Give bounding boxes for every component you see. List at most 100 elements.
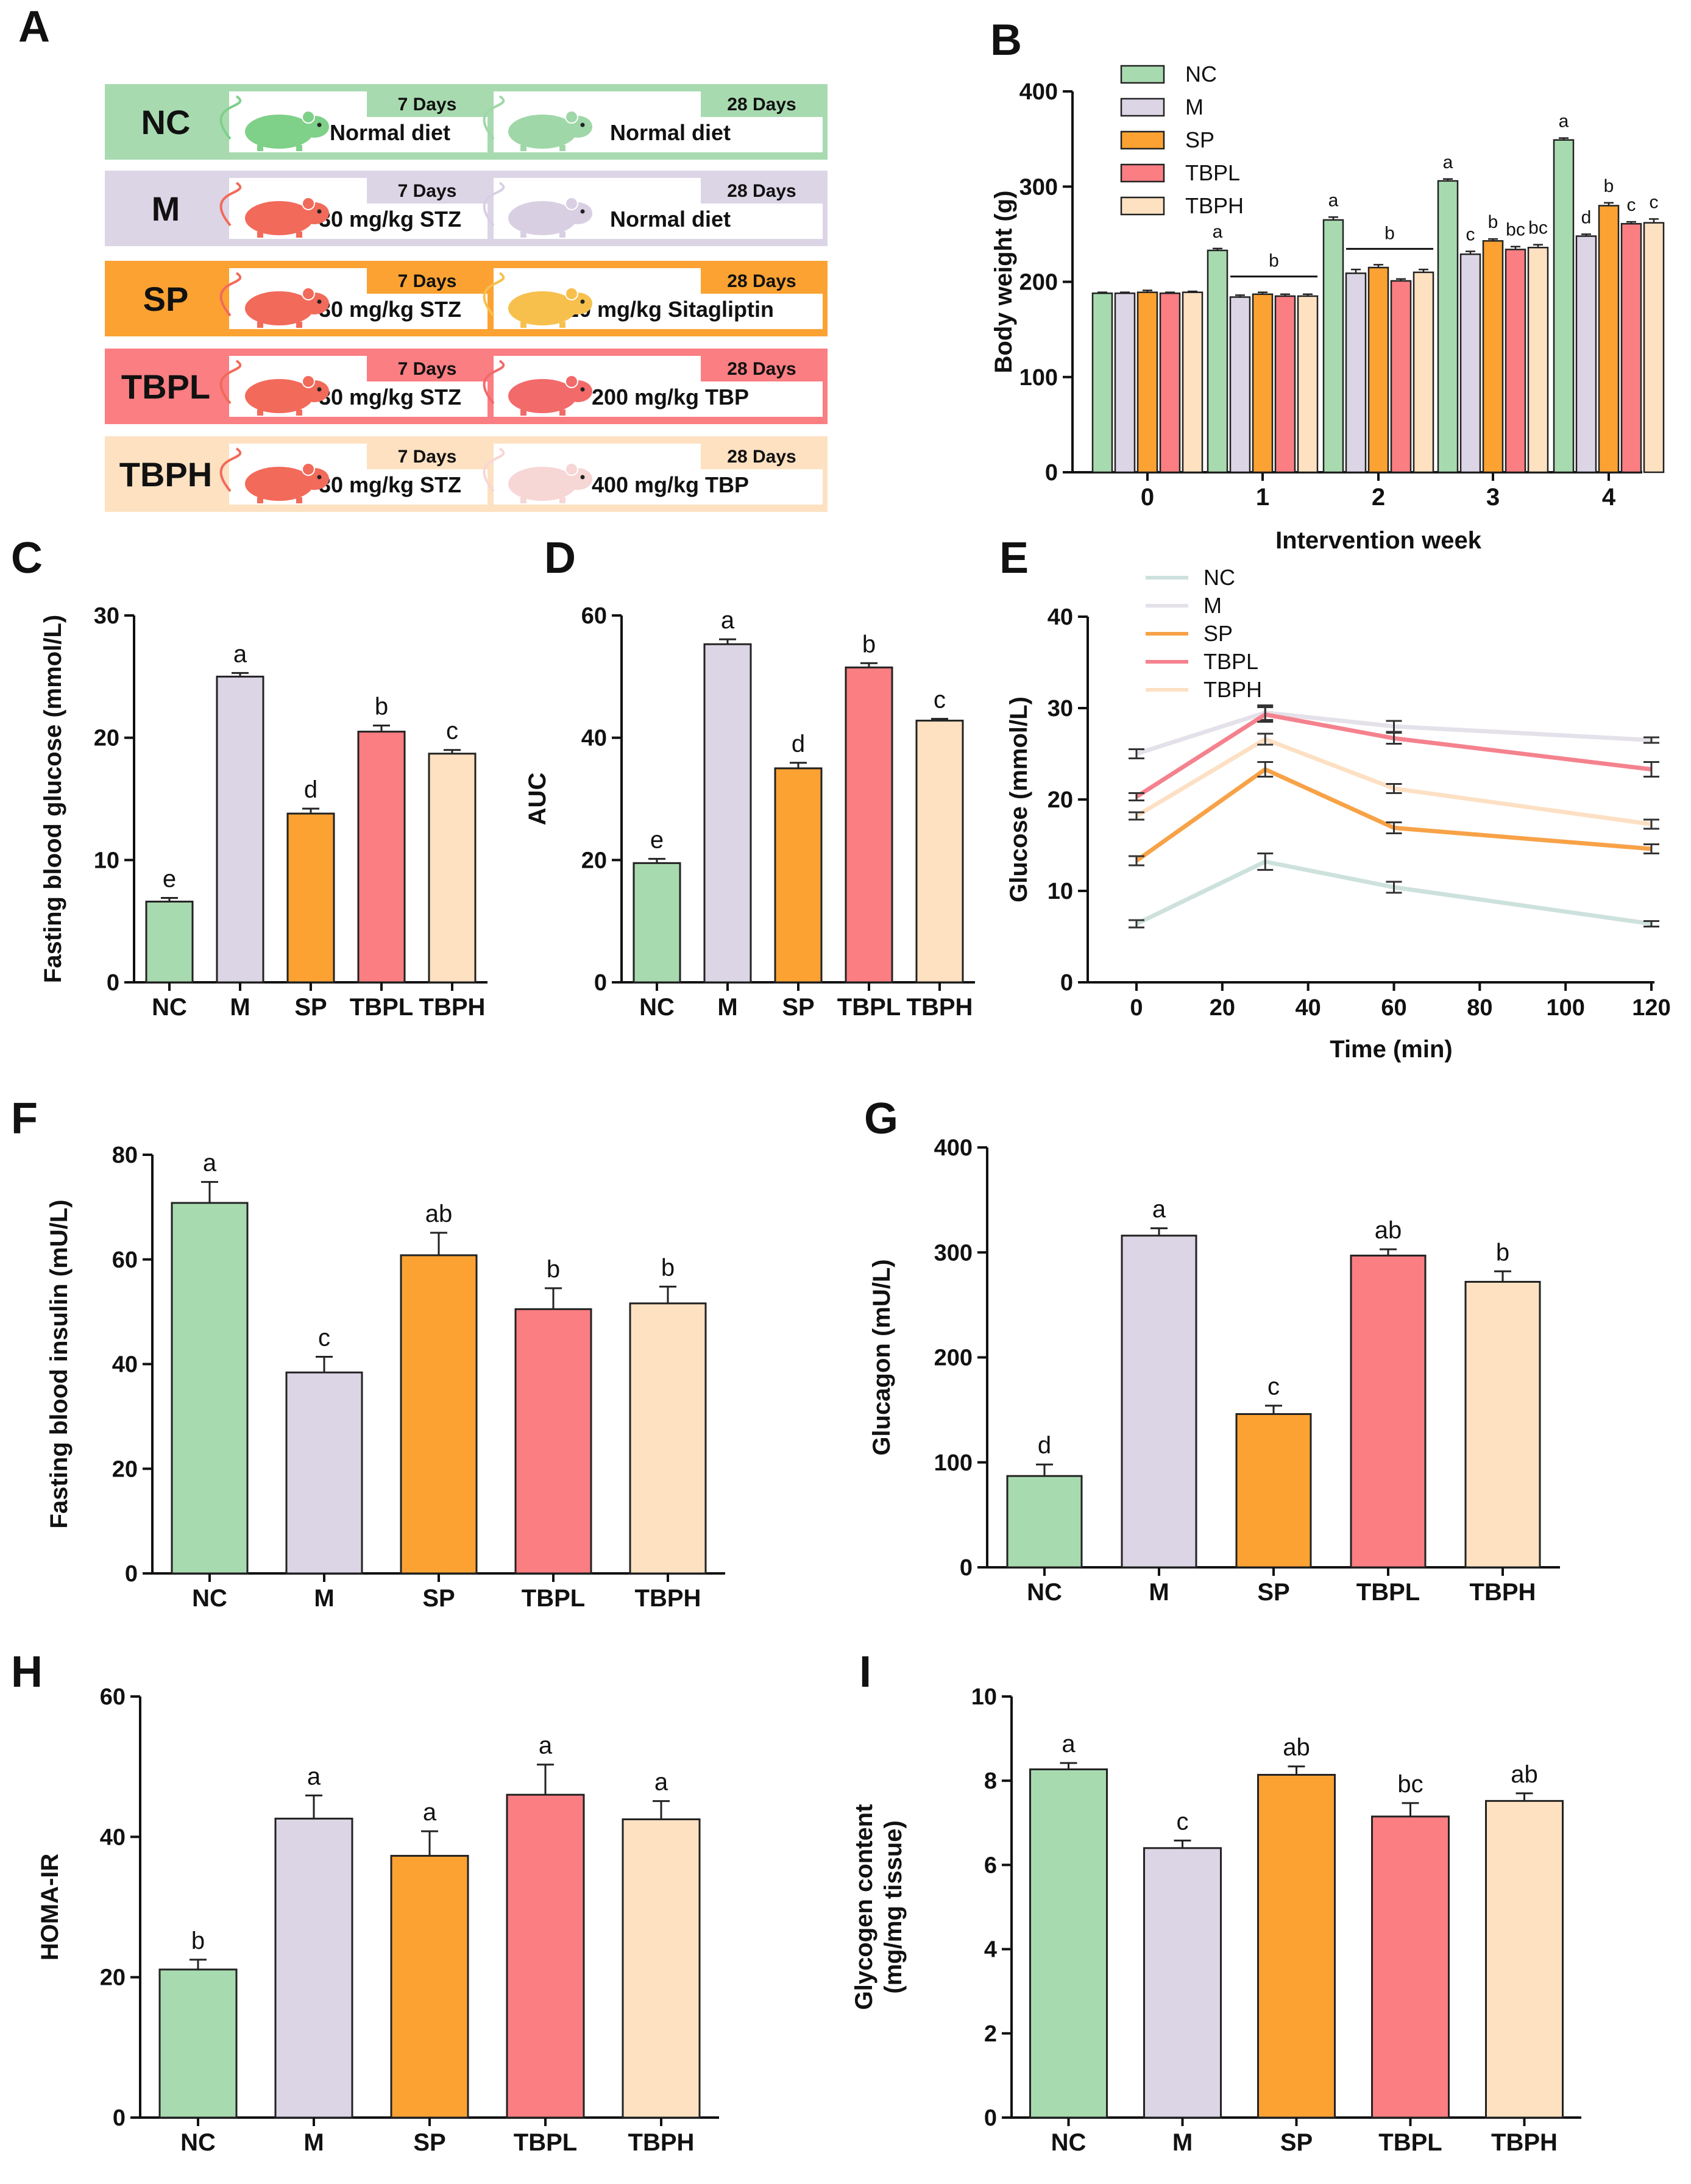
chart-f-y-tick-label: 0	[125, 1561, 138, 1587]
legend-swatch-nc	[1120, 65, 1165, 84]
design-row-nc: NC 7 Days 28 Days Normal diet Normal diet	[105, 84, 828, 160]
x-tick-label-nc: NC	[180, 2129, 216, 2156]
legend-swatch-m	[1120, 98, 1165, 117]
x-tick-label-tbpl: TBPL	[350, 994, 413, 1021]
mouse-tail	[219, 447, 242, 492]
mouse-leg	[559, 497, 565, 503]
panel-label-f: F	[11, 1094, 38, 1143]
chart-c-y-tick-label: 0	[107, 970, 119, 996]
mouse-body	[245, 291, 313, 325]
x-tick-label-m: M	[303, 2129, 324, 2156]
significance-label-nc-week-1: a	[1213, 222, 1223, 242]
bar-tbph-week-3	[1527, 247, 1549, 473]
chart-e: 0 20 40 60 80 100 120 NC M SP TBPL TBPH Time (min)	[1088, 565, 1671, 1063]
design-phase1-treatment: 30 mg/kg STZ	[319, 297, 461, 322]
legend-swatch-tbpl	[1120, 163, 1165, 183]
x-tick-label-nc: NC	[639, 994, 675, 1021]
mouse-ear	[565, 110, 578, 124]
chart-f-y-axis: 0 20 40 60 80	[112, 1143, 154, 1587]
chart-d: NC e Ma SP d TBPL b TBPH c	[622, 607, 975, 1021]
bar-nc-week-1	[1207, 249, 1228, 473]
bar-nc	[171, 1202, 249, 1575]
significance-label-tbpl: b	[547, 1256, 560, 1283]
bar-sp	[774, 767, 823, 984]
legend-label-tbph: TBPH	[1185, 193, 1244, 218]
x-tick-label-week-2: 2	[1372, 484, 1385, 511]
chart-d-y-axis: 0 20 40 60	[581, 603, 623, 996]
mouse-leg	[559, 410, 565, 416]
bar-m	[285, 1371, 363, 1575]
x-tick-label-m: M	[717, 994, 737, 1021]
bar-nc-week-0	[1091, 292, 1113, 473]
significance-label-m-week-3: c	[1466, 225, 1475, 245]
mouse-icon	[483, 360, 592, 416]
mouse-leg	[559, 145, 565, 151]
significance-label-tbpl: bc	[1397, 1771, 1423, 1798]
series-line-nc	[1135, 859, 1652, 926]
significance-label-sp-week-3: b	[1488, 212, 1498, 232]
mouse-icon	[483, 182, 592, 238]
x-tick-label-tbpl: TBPL	[837, 994, 901, 1021]
series-line-tbph	[1135, 737, 1652, 826]
chart-h-y-axis-title: HOMA-IR	[37, 1854, 63, 1961]
series-line-m	[1135, 711, 1652, 756]
x-tick-label-week-3: 3	[1486, 484, 1500, 511]
significance-label-tbph: ab	[1511, 1761, 1538, 1788]
chart-c-y-tick-label: 30	[94, 603, 119, 629]
chart-d-y-tick-label: 20	[581, 848, 607, 873]
chart-b-y-tick-label: 300	[1019, 174, 1058, 200]
panel-label-e: E	[999, 534, 1029, 583]
chart-b-y-axis-title: Body weight (g)	[990, 191, 1017, 374]
mouse-ear	[565, 197, 578, 210]
significance-label-nc: a	[203, 1150, 217, 1177]
chart-h-y-axis: 0 20 40 60	[100, 1684, 141, 2131]
mouse-leg	[520, 232, 526, 238]
bar-tbph	[1485, 1799, 1564, 2119]
mouse-body	[508, 291, 576, 325]
chart-f-y-tick-label: 20	[112, 1456, 138, 1482]
chart-i-y-axis-title-line2: (mg/mg tissue)	[880, 1820, 907, 1993]
bar-tbph-week-2	[1413, 271, 1434, 473]
mouse-icon	[219, 447, 329, 503]
mouse-body	[508, 201, 576, 235]
legend-swatch-tbph	[1120, 196, 1165, 216]
significance-label-m: a	[721, 607, 735, 634]
panel-label-i: I	[859, 1648, 871, 1696]
chart-i-y-axis: 0 2 4 6 8 10	[971, 1684, 1013, 2131]
mouse-eye	[317, 299, 322, 304]
x-tick-label: 80	[1467, 995, 1492, 1021]
x-tick-label-sp: SP	[1280, 2129, 1313, 2156]
chart-d-y-tick-label: 0	[594, 970, 607, 996]
mouse-tail	[219, 272, 242, 317]
bar-sp	[286, 812, 335, 984]
mouse-icon	[483, 272, 592, 328]
mouse-tail	[483, 95, 505, 140]
x-tick-label-nc: NC	[192, 1585, 227, 1612]
design-phase1-tag	[367, 91, 487, 117]
mouse-ear	[302, 375, 315, 388]
significance-label-nc-week-4: a	[1559, 112, 1569, 132]
bar-tbpl	[1371, 1815, 1450, 2119]
significance-label-m: a	[1152, 1196, 1166, 1223]
mouse-tail	[219, 360, 242, 405]
bar-tbpl-week-4	[1620, 222, 1642, 473]
mouse-tail	[219, 182, 242, 227]
chart-i: NC a Mc SP ab TBPL bc TBPH ab Glycogen content (mg…	[851, 1731, 1581, 2156]
mouse-tail	[219, 95, 242, 140]
mouse-icon	[219, 95, 329, 151]
legend-label-sp: SP	[1185, 127, 1214, 152]
mouse-leg	[520, 410, 526, 416]
significance-label-tbph-week-3: bc	[1528, 218, 1548, 238]
x-tick-label-tbpl: TBPL	[1378, 2129, 1442, 2156]
design-phase1-duration: 7 Days	[398, 94, 457, 115]
design-phase1-tag	[367, 356, 487, 381]
chart-g-y-axis-title: Glucagon (mU/L)	[868, 1259, 895, 1455]
chart-b-y-tick-label: 100	[1019, 365, 1058, 391]
chart-h: NC b Ma SP a TBPL a TBPH a	[140, 1732, 719, 2156]
significance-label-nc: b	[191, 1927, 205, 1954]
significance-label-m: c	[1177, 1808, 1189, 1835]
bar-m-week-4	[1575, 235, 1597, 473]
mouse-leg	[257, 232, 263, 238]
